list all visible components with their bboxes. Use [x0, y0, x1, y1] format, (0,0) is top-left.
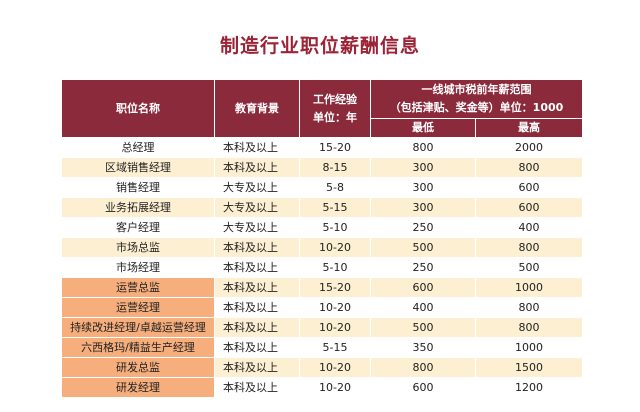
cell-position: 运营总监 — [62, 278, 214, 297]
cell-min-salary: 250 — [371, 218, 475, 237]
table-row: 运营经理 本科及以上 10-20 400 800 — [62, 298, 582, 317]
cell-min-salary: 300 — [371, 198, 475, 217]
cell-min-salary: 800 — [371, 358, 475, 377]
cell-education: 本科及以上 — [215, 318, 299, 337]
table-row: 市场经理 本科及以上 5-10 250 500 — [62, 258, 582, 277]
cell-experience: 5-10 — [300, 218, 370, 237]
cell-position: 六西格玛/精益生产经理 — [62, 338, 214, 357]
cell-education: 本科及以上 — [215, 138, 299, 157]
header-experience-line2: 单位：年 — [313, 110, 357, 124]
cell-min-salary: 500 — [371, 318, 475, 337]
cell-education: 本科及以上 — [215, 338, 299, 357]
cell-experience: 5-8 — [300, 178, 370, 197]
table-row: 销售经理 大专及以上 5-8 300 600 — [62, 178, 582, 197]
header-salary: 一线城市税前年薪范围 （包括津贴、奖金等）单位：1000 — [371, 80, 582, 118]
cell-max-salary: 800 — [476, 238, 582, 257]
table-row: 客户经理 大专及以上 5-10 250 400 — [62, 218, 582, 237]
cell-education: 本科及以上 — [215, 158, 299, 177]
cell-position: 研发经理 — [62, 378, 214, 397]
table-row: 市场总监 本科及以上 10-20 500 800 — [62, 238, 582, 257]
cell-position: 客户经理 — [62, 218, 214, 237]
cell-experience: 5-10 — [300, 258, 370, 277]
header-salary-line2: （包括津贴、奖金等）单位：1000 — [389, 101, 564, 114]
cell-max-salary: 1200 — [476, 378, 582, 397]
cell-max-salary: 800 — [476, 318, 582, 337]
cell-experience: 5-15 — [300, 338, 370, 357]
header-education: 教育背景 — [215, 80, 299, 137]
cell-max-salary: 600 — [476, 178, 582, 197]
cell-max-salary: 1000 — [476, 338, 582, 357]
cell-min-salary: 400 — [371, 298, 475, 317]
cell-min-salary: 600 — [371, 378, 475, 397]
table-header: 职位名称 教育背景 工作经验 单位：年 一线城市税前年薪范围 （包括津贴、奖金等… — [62, 80, 582, 137]
header-max: 最高 — [476, 119, 582, 137]
cell-min-salary: 600 — [371, 278, 475, 297]
cell-max-salary: 800 — [476, 158, 582, 177]
cell-education: 大专及以上 — [215, 198, 299, 217]
cell-experience: 10-20 — [300, 318, 370, 337]
cell-max-salary: 600 — [476, 198, 582, 217]
header-min: 最低 — [371, 119, 475, 137]
table-row: 区域销售经理 本科及以上 8-15 300 800 — [62, 158, 582, 177]
header-salary-line1: 一线城市税前年薪范围 — [421, 83, 532, 96]
cell-education: 大专及以上 — [215, 218, 299, 237]
table-row: 研发总监 本科及以上 10-20 800 1500 — [62, 358, 582, 377]
header-experience: 工作经验 单位：年 — [300, 80, 370, 137]
cell-position: 销售经理 — [62, 178, 214, 197]
cell-position: 研发总监 — [62, 358, 214, 377]
table-row: 总经理 本科及以上 15-20 800 2000 — [62, 138, 582, 157]
cell-min-salary: 500 — [371, 238, 475, 257]
cell-education: 本科及以上 — [215, 358, 299, 377]
table-row: 运营总监 本科及以上 15-20 600 1000 — [62, 278, 582, 297]
cell-education: 大专及以上 — [215, 178, 299, 197]
table-row: 研发经理 本科及以上 10-20 600 1200 — [62, 378, 582, 397]
cell-min-salary: 350 — [371, 338, 475, 357]
cell-position: 运营经理 — [62, 298, 214, 317]
table-row: 六西格玛/精益生产经理 本科及以上 5-15 350 1000 — [62, 338, 582, 357]
cell-min-salary: 300 — [371, 158, 475, 177]
cell-position: 业务拓展经理 — [62, 198, 214, 217]
cell-position: 持续改进经理/卓越运营经理 — [62, 318, 214, 337]
table-row: 持续改进经理/卓越运营经理 本科及以上 10-20 500 800 — [62, 318, 582, 337]
cell-education: 本科及以上 — [215, 378, 299, 397]
cell-position: 总经理 — [62, 138, 214, 157]
cell-experience: 10-20 — [300, 238, 370, 257]
cell-position: 区域销售经理 — [62, 158, 214, 177]
cell-education: 本科及以上 — [215, 258, 299, 277]
cell-max-salary: 1000 — [476, 278, 582, 297]
cell-experience: 15-20 — [300, 138, 370, 157]
cell-min-salary: 250 — [371, 258, 475, 277]
table-row: 业务拓展经理 大专及以上 5-15 300 600 — [62, 198, 582, 217]
cell-position: 市场总监 — [62, 238, 214, 257]
cell-experience: 15-20 — [300, 278, 370, 297]
cell-education: 本科及以上 — [215, 278, 299, 297]
cell-education: 本科及以上 — [215, 238, 299, 257]
cell-max-salary: 1500 — [476, 358, 582, 377]
cell-experience: 10-20 — [300, 298, 370, 317]
cell-experience: 10-20 — [300, 358, 370, 377]
page-title: 制造行业职位薪酬信息 — [219, 35, 420, 57]
salary-table: 职位名称 教育背景 工作经验 单位：年 一线城市税前年薪范围 （包括津贴、奖金等… — [61, 79, 583, 398]
cell-experience: 10-20 — [300, 378, 370, 397]
cell-experience: 8-15 — [300, 158, 370, 177]
cell-position: 市场经理 — [62, 258, 214, 277]
cell-min-salary: 800 — [371, 138, 475, 157]
cell-min-salary: 300 — [371, 178, 475, 197]
cell-max-salary: 2000 — [476, 138, 582, 157]
header-position: 职位名称 — [62, 80, 214, 137]
cell-education: 本科及以上 — [215, 298, 299, 317]
cell-max-salary: 800 — [476, 298, 582, 317]
cell-experience: 5-15 — [300, 198, 370, 217]
cell-max-salary: 400 — [476, 218, 582, 237]
cell-max-salary: 500 — [476, 258, 582, 277]
header-experience-line1: 工作经验 — [313, 92, 357, 106]
table-body: 总经理 本科及以上 15-20 800 2000 区域销售经理 本科及以上 8-15 300 80… — [62, 138, 582, 397]
